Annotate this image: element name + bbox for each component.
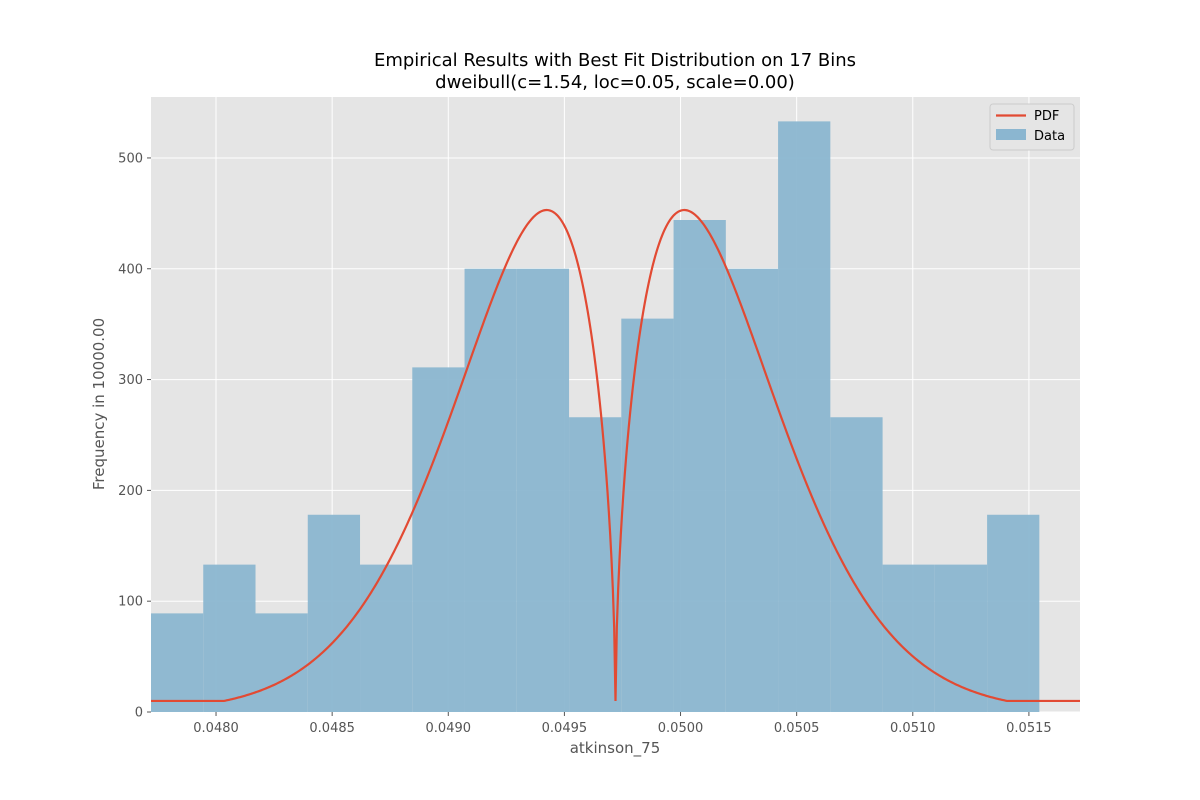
histogram-bar (778, 121, 831, 713)
histogram-bar (151, 613, 204, 712)
histogram-bar (987, 514, 1040, 712)
pdf-line (151, 208, 1080, 703)
legend-data-swatch (996, 129, 1026, 140)
histogram-bar (673, 220, 726, 712)
legend-data-label: Data (1034, 129, 1065, 144)
x-tick-label: 0.0480 (193, 721, 239, 736)
histogram-bar (725, 268, 779, 712)
x-tick-label: 0.0500 (658, 721, 704, 736)
x-axis-ticks: 0.0480 0.0485 0.0490 0.0495 0.0500 0.0505 0.05… (193, 712, 1052, 736)
chart-subtitle: dweibull(c=1.54, loc=0.05, scale=0.00) (435, 72, 795, 93)
y-tick-label: 400 (118, 262, 143, 277)
y-tick-label: 200 (118, 484, 143, 499)
histogram-bar (621, 318, 674, 712)
x-tick-label: 0.0495 (542, 721, 588, 736)
x-axis-label: atkinson_75 (570, 739, 661, 758)
histogram-bars (151, 121, 1040, 713)
x-tick-label: 0.0510 (890, 721, 936, 736)
x-tick-label: 0.0485 (309, 721, 355, 736)
histogram-bar (569, 417, 622, 712)
y-tick-label: 0 (135, 706, 143, 721)
y-tick-label: 500 (118, 151, 143, 166)
histogram-bar (830, 417, 883, 712)
histogram-bar (516, 268, 570, 712)
y-tick-label: 300 (118, 373, 143, 388)
histogram-bar (882, 564, 935, 712)
x-tick-label: 0.0515 (1006, 721, 1052, 736)
legend-pdf-label: PDF (1034, 109, 1059, 124)
histogram-bar (203, 564, 256, 712)
histogram-bar (412, 367, 465, 712)
legend: PDF Data (989, 103, 1075, 151)
y-axis-label: Frequency in 10000.00 (90, 318, 108, 490)
y-tick-label: 100 (118, 595, 143, 610)
x-tick-label: 0.0490 (426, 721, 472, 736)
histogram-bar (255, 613, 308, 712)
histogram-bar (934, 564, 988, 712)
histogram-bar (360, 564, 413, 712)
chart-title: Empirical Results with Best Fit Distribu… (374, 50, 856, 71)
histogram-bar (307, 514, 361, 712)
histogram-bar (464, 268, 517, 712)
y-axis-ticks: 0 100 200 300 400 500 (118, 151, 151, 721)
x-tick-label: 0.0505 (774, 721, 820, 736)
